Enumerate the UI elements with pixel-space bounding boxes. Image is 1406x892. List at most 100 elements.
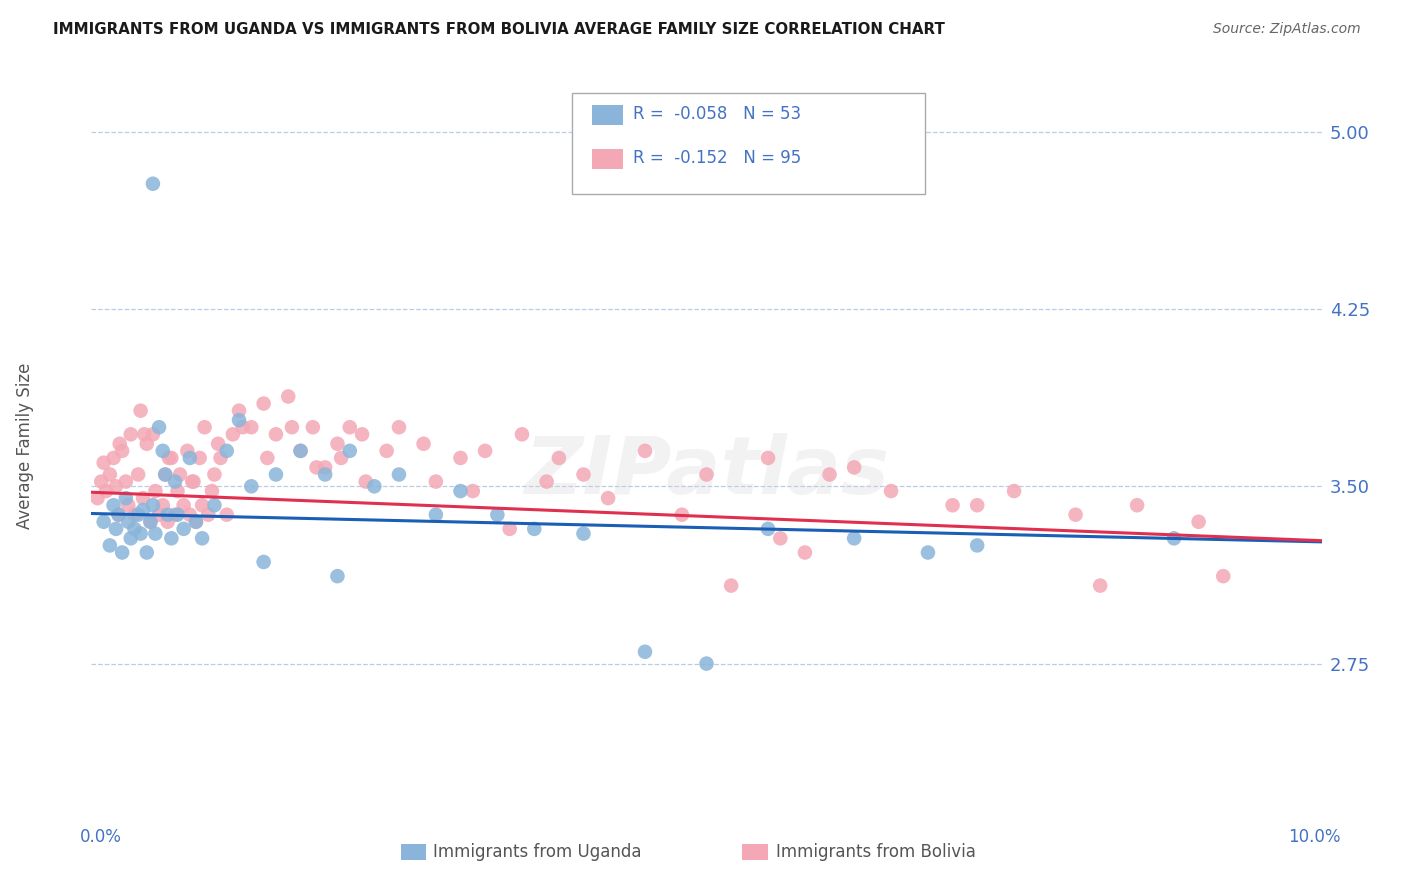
Point — [252, 555, 274, 569]
Point — [486, 508, 509, 522]
Point — [510, 427, 533, 442]
Point — [193, 420, 217, 434]
Point — [301, 420, 323, 434]
Point — [188, 450, 211, 465]
Point — [152, 498, 174, 512]
Point — [290, 443, 312, 458]
Text: 10.0%: 10.0% — [1288, 828, 1341, 846]
Point — [201, 483, 224, 498]
Point — [1002, 483, 1025, 498]
Point — [769, 532, 792, 546]
Point — [184, 515, 207, 529]
Point — [941, 498, 963, 512]
Point — [86, 491, 108, 505]
Point — [209, 450, 232, 465]
Point — [160, 532, 183, 546]
Point — [523, 522, 546, 536]
Point — [207, 436, 229, 450]
Point — [173, 522, 195, 536]
Point — [277, 389, 299, 403]
Point — [917, 545, 939, 559]
Point — [695, 467, 717, 482]
Point — [166, 483, 188, 498]
Point — [117, 515, 139, 529]
Text: Source: ZipAtlas.com: Source: ZipAtlas.com — [1213, 22, 1361, 37]
Point — [256, 450, 278, 465]
Point — [634, 645, 657, 659]
Point — [1126, 498, 1149, 512]
Point — [145, 526, 166, 541]
Point — [103, 498, 125, 512]
Point — [228, 403, 250, 417]
Point — [156, 515, 179, 529]
Point — [93, 456, 115, 470]
Point — [290, 443, 312, 458]
Point — [135, 436, 157, 450]
Point — [183, 475, 205, 489]
Point — [139, 515, 162, 529]
Point — [572, 526, 595, 541]
Point — [132, 491, 155, 505]
Point — [191, 498, 214, 512]
Point — [1163, 532, 1185, 546]
Point — [111, 443, 134, 458]
Point — [228, 413, 250, 427]
Point — [449, 450, 471, 465]
Point — [139, 515, 162, 529]
Point — [240, 420, 263, 434]
Point — [352, 427, 374, 442]
Point — [105, 522, 127, 536]
Point — [232, 420, 254, 434]
Point — [98, 467, 121, 482]
Point — [536, 475, 558, 489]
Point — [264, 427, 287, 442]
Point — [148, 420, 170, 434]
Point — [108, 436, 131, 450]
Point — [114, 491, 138, 505]
Text: IMMIGRANTS FROM UGANDA VS IMMIGRANTS FROM BOLIVIA AVERAGE FAMILY SIZE CORRELATIO: IMMIGRANTS FROM UGANDA VS IMMIGRANTS FRO… — [53, 22, 945, 37]
Point — [129, 526, 152, 541]
Point — [98, 538, 121, 552]
Point — [818, 467, 841, 482]
Point — [330, 450, 353, 465]
Point — [179, 450, 201, 465]
Point — [966, 498, 988, 512]
Point — [197, 508, 219, 522]
Text: 0.0%: 0.0% — [80, 828, 122, 846]
Point — [252, 396, 274, 410]
Point — [160, 450, 183, 465]
Point — [181, 475, 204, 489]
Point — [240, 479, 263, 493]
Point — [222, 427, 245, 442]
Point — [756, 450, 779, 465]
Point — [461, 483, 484, 498]
Point — [596, 491, 619, 505]
Text: Immigrants from Uganda: Immigrants from Uganda — [433, 843, 641, 861]
Point — [179, 508, 201, 522]
Point — [202, 498, 225, 512]
Point — [103, 450, 125, 465]
Point — [157, 450, 180, 465]
Point — [114, 475, 138, 489]
Point — [1212, 569, 1234, 583]
Text: ZIPatlas: ZIPatlas — [524, 434, 889, 511]
Point — [156, 508, 179, 522]
Point — [363, 479, 385, 493]
Point — [305, 460, 328, 475]
Point — [966, 538, 988, 552]
Text: Average Family Size: Average Family Size — [17, 363, 34, 529]
Point — [264, 467, 287, 482]
Point — [134, 427, 156, 442]
Point — [129, 403, 152, 417]
Point — [388, 467, 411, 482]
Text: Immigrants from Bolivia: Immigrants from Bolivia — [776, 843, 976, 861]
Point — [96, 483, 117, 498]
Point — [163, 475, 186, 489]
Point — [498, 522, 520, 536]
Point — [1088, 578, 1111, 592]
Point — [120, 532, 142, 546]
Point — [1064, 508, 1087, 522]
Point — [339, 420, 361, 434]
Point — [425, 508, 447, 522]
Point — [842, 460, 865, 475]
